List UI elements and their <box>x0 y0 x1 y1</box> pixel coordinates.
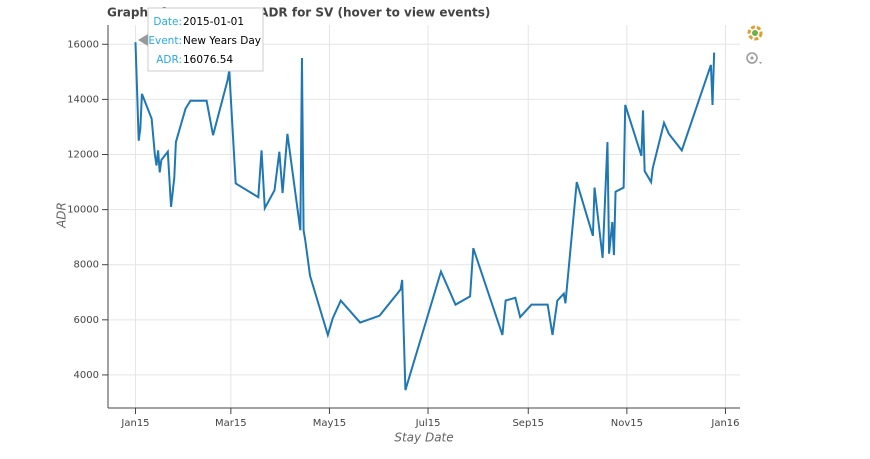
tooltip-value: 16076.54 <box>183 54 233 66</box>
data-line <box>134 42 716 391</box>
y-tick-label: 8000 <box>74 260 99 271</box>
plot-area <box>108 25 740 408</box>
y-tick-label: 4000 <box>74 370 99 381</box>
x-tick-label: Mar15 <box>215 418 247 429</box>
y-axis-label: ADR <box>55 202 69 229</box>
x-tick-label: Jan15 <box>120 418 149 429</box>
y-tick-label: 12000 <box>67 150 99 161</box>
bokeh-logo[interactable] <box>747 25 763 41</box>
y-tick-label: 14000 <box>67 94 99 105</box>
y-tick-label: 10000 <box>67 205 99 216</box>
tooltip-arrow <box>138 34 148 46</box>
toolbar <box>746 25 763 64</box>
x-tick-label: Jan16 <box>710 418 739 429</box>
tooltip-label: Date: <box>153 16 182 28</box>
x-tick-label: May15 <box>313 418 346 429</box>
x-tick-label: Sep15 <box>512 418 544 429</box>
hover-tool[interactable] <box>746 52 762 64</box>
tooltip-label: Event: <box>148 35 182 47</box>
tooltip-label: ADR: <box>156 54 182 66</box>
x-tick-label: Jul15 <box>415 418 441 429</box>
x-axis-label: Stay Date <box>394 431 453 445</box>
tooltip-value: 2015-01-01 <box>183 16 244 28</box>
tooltip-value: New Years Day <box>183 35 261 47</box>
tooltip-box <box>147 7 264 72</box>
y-tick-label: 16000 <box>67 39 99 50</box>
y-tick-label: 6000 <box>74 315 99 326</box>
x-tick-label: Nov15 <box>611 418 643 429</box>
